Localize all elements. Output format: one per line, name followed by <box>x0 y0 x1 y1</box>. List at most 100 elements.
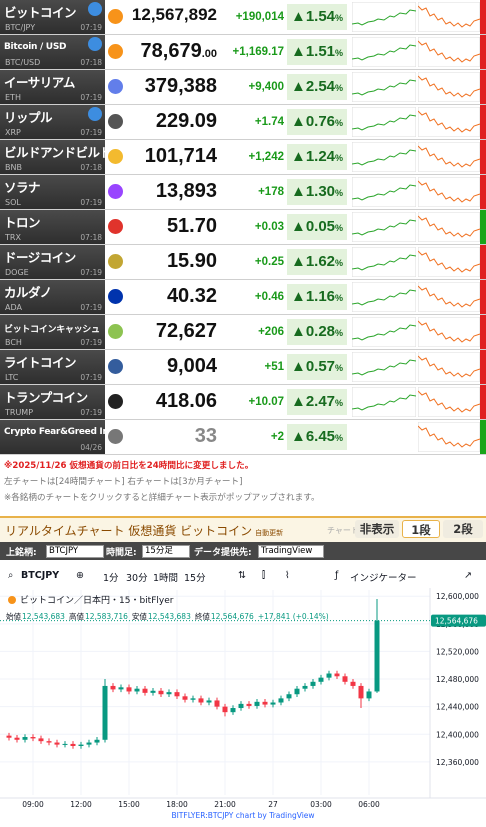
candle-body <box>158 690 164 695</box>
price-row[interactable]: ビルドアンドビルド BNB 07:18 101,714 +1,242 ▲1.24% <box>0 140 486 175</box>
panel-title: リアルタイムチャート 仮想通貨 ビットコイン 自動更新 <box>5 522 283 539</box>
price-row[interactable]: イーサリアム ETH 07:19 379,388 +9,400 ▲2.54% <box>0 70 486 105</box>
symbol-select[interactable]: BTCJPY <box>46 545 104 558</box>
price-value: 379,388 <box>144 75 217 97</box>
popout-icon[interactable]: ↗ <box>464 570 472 581</box>
two-row-button[interactable]: 2段 <box>443 520 483 538</box>
sparkline-24h[interactable] <box>352 37 416 67</box>
y-tick-label: 12,600,000 <box>436 592 479 601</box>
y-tick-label: 12,400,000 <box>436 730 479 739</box>
sparkline-frame <box>418 177 481 207</box>
sparkline-24h[interactable] <box>352 282 416 312</box>
candle-body <box>54 742 60 745</box>
search-icon[interactable]: ⌕ <box>8 570 14 581</box>
sparkline-24h[interactable] <box>352 247 416 277</box>
price-row[interactable]: Crypto Fear&Greed Index 04/26 33 +2 ▲6.45% <box>0 420 486 455</box>
change: +51 <box>264 361 284 373</box>
sparkline-3m[interactable] <box>418 2 482 32</box>
sparkline-3m[interactable] <box>418 352 482 382</box>
price-row[interactable]: Bitcoin / USD BTC/USD 07:18 78,679.00 +1,169… <box>0 35 486 70</box>
coin-name: イーサリアム <box>4 75 75 90</box>
x-tick-label: 09:00 <box>22 800 44 809</box>
one-row-button[interactable]: 1段 <box>402 520 440 538</box>
side-bar <box>480 245 486 279</box>
sparkline-24h[interactable] <box>352 2 416 32</box>
name-cell: ライトコイン LTC 07:19 <box>0 350 105 384</box>
side-bar <box>480 385 486 419</box>
sparkline-3m[interactable] <box>418 212 482 242</box>
sparkline-24h[interactable] <box>352 107 416 137</box>
sparkline-3m[interactable] <box>418 72 482 102</box>
toolbar-symbol[interactable]: BTCJPY <box>21 570 60 581</box>
legend-icon <box>8 596 16 604</box>
side-bar <box>480 105 486 139</box>
candle-body <box>350 681 356 686</box>
sparkline-24h[interactable] <box>352 212 416 242</box>
update-time: 07:18 <box>80 163 102 172</box>
sparkline-frame <box>418 2 481 32</box>
interval-button[interactable]: 15分 <box>184 573 206 584</box>
sparkline-line <box>418 5 481 28</box>
bars-icon[interactable]: ⇅ <box>238 570 246 581</box>
sparkline-3m[interactable] <box>418 422 482 452</box>
candle-body <box>14 737 20 740</box>
y-tick-label: 12,480,000 <box>436 675 479 684</box>
hide-button[interactable]: 非表示 <box>355 520 399 538</box>
price-row[interactable]: トランプコイン TRUMP 07:19 418.06 +10.07 ▲2.47% <box>0 385 486 420</box>
coin-icon <box>108 44 123 59</box>
sparkline-24h[interactable] <box>352 317 416 347</box>
percent-value: ▲1.51 <box>290 43 336 60</box>
price-row[interactable]: ドージコイン DOGE 07:19 15.90 +0.25 ▲1.62% <box>0 245 486 280</box>
sparkline-24h[interactable] <box>352 72 416 102</box>
change: +178 <box>258 186 284 198</box>
interval-button[interactable]: 1時間 <box>153 573 179 584</box>
percent-change: ▲0.28% <box>287 319 347 345</box>
sparkline-3m[interactable] <box>418 387 482 417</box>
add-icon[interactable]: ⊕ <box>76 570 84 581</box>
indicators-button[interactable]: インジケーター <box>350 573 417 584</box>
provider-select[interactable]: TradingView <box>258 545 324 558</box>
interval-button[interactable]: 1分 <box>103 573 119 584</box>
candle-body <box>46 741 52 743</box>
name-cell: カルダノ ADA 07:19 <box>0 280 105 314</box>
price-row[interactable]: ライトコイン LTC 07:19 9,004 +51 ▲0.57% <box>0 350 486 385</box>
coin-name: トロン <box>4 215 41 230</box>
sparkline-frame <box>418 72 481 102</box>
sparkline-line <box>418 40 481 63</box>
sparkline-3m[interactable] <box>418 142 482 172</box>
candle-body <box>326 673 332 678</box>
price-row[interactable]: リップル XRP 07:19 229.09 +1.74 ▲0.76% <box>0 105 486 140</box>
side-bar <box>480 280 486 314</box>
candle-body <box>62 743 68 745</box>
interval-button[interactable]: 30分 <box>126 573 148 584</box>
candles-icon[interactable]: ⫿ <box>262 570 266 581</box>
price-row[interactable]: ビットコインキャッシュ BCH 07:19 72,627 +206 ▲0.28% <box>0 315 486 350</box>
percent-sign: % <box>335 188 344 198</box>
coin-pair: SOL <box>5 198 21 207</box>
ohlc-value: 12,543,683 <box>148 612 191 621</box>
percent-value: ▲1.54 <box>290 8 336 25</box>
sparkline-3m[interactable] <box>418 247 482 277</box>
provider-label: データ提供先: <box>194 548 252 558</box>
sparkline-24h[interactable] <box>352 352 416 382</box>
candle-body <box>150 690 156 693</box>
indicators-icon[interactable]: ƒ <box>335 570 339 581</box>
sparkline-3m[interactable] <box>418 37 482 67</box>
sparkline-24h[interactable] <box>352 177 416 207</box>
price-row[interactable]: トロン TRX 07:18 51.70 +0.03 ▲0.05% <box>0 210 486 245</box>
interval-select[interactable]: 15分足 <box>142 545 190 558</box>
price-row[interactable]: ビットコイン BTC/JPY 07:19 12,567,892 +190,014 ▲1.5… <box>0 0 486 35</box>
sparkline-24h[interactable] <box>352 387 416 417</box>
candle-body <box>254 701 260 706</box>
price-row[interactable]: カルダノ ADA 07:19 40.32 +0.46 ▲1.16% <box>0 280 486 315</box>
sparkline-3m[interactable] <box>418 282 482 312</box>
sparkline-3m[interactable] <box>418 177 482 207</box>
candle-body <box>262 701 268 705</box>
percent-value: ▲2.54 <box>290 78 336 95</box>
candle-body <box>358 685 364 699</box>
area-icon[interactable]: ⌇ <box>285 570 290 581</box>
sparkline-3m[interactable] <box>418 107 482 137</box>
price-row[interactable]: ソラナ SOL 07:19 13,893 +178 ▲1.30% <box>0 175 486 210</box>
sparkline-3m[interactable] <box>418 317 482 347</box>
sparkline-24h[interactable] <box>352 142 416 172</box>
